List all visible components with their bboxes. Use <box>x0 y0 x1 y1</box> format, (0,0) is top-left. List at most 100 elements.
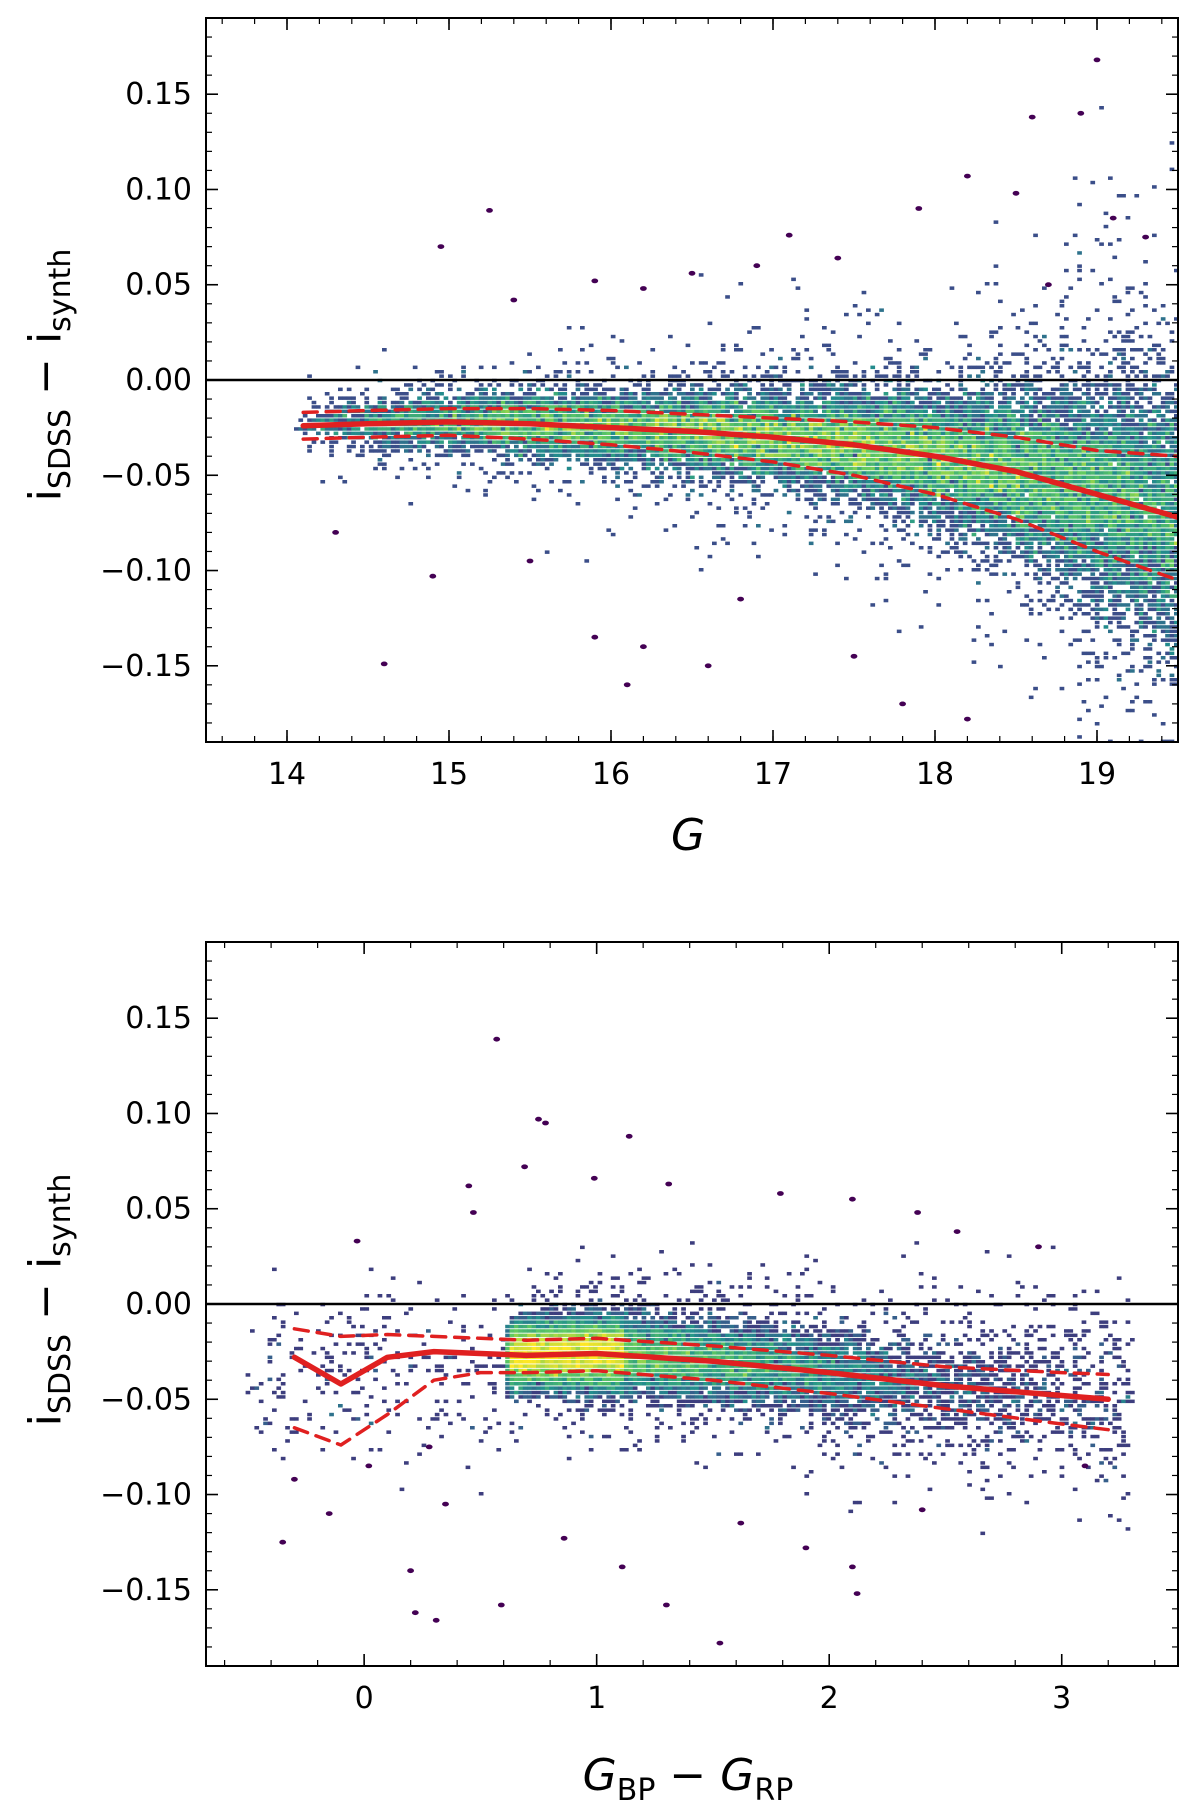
density-bin <box>976 400 981 405</box>
density-bin <box>386 414 392 418</box>
density-bin <box>936 422 942 427</box>
density-bin <box>1165 427 1170 431</box>
density-bin <box>1090 396 1096 400</box>
density-bin <box>668 475 673 480</box>
density-bin <box>923 444 928 449</box>
density-bin <box>1006 532 1012 537</box>
density-bin <box>1086 431 1091 436</box>
density-bin <box>874 374 880 378</box>
density-bin <box>1165 471 1170 475</box>
density-bin <box>707 396 713 400</box>
density-bin <box>1055 466 1060 471</box>
density-bin <box>874 458 880 462</box>
density-bin <box>540 396 546 400</box>
density-bin <box>927 475 933 480</box>
density-bin <box>514 400 519 405</box>
density-bin <box>580 414 585 418</box>
density-bin <box>1068 515 1074 519</box>
density-bin <box>760 400 766 405</box>
density-bin <box>1024 431 1030 436</box>
density-bin <box>976 436 981 440</box>
density-bin <box>597 400 603 405</box>
density-bin <box>822 396 827 400</box>
density-bin <box>1006 387 1012 392</box>
density-bin <box>892 422 898 427</box>
density-bin <box>602 440 607 444</box>
density-bin <box>1116 488 1122 493</box>
density-bin <box>566 453 572 458</box>
density-bin <box>703 449 708 453</box>
density-bin <box>1072 233 1078 238</box>
density-bin <box>822 326 827 330</box>
density-bin <box>804 392 810 396</box>
density-bin <box>421 431 427 436</box>
density-bin <box>949 466 955 471</box>
density-bin <box>844 396 849 400</box>
density-bin <box>1143 493 1148 497</box>
density-bin <box>1125 484 1131 488</box>
density-bin <box>470 400 475 405</box>
density-bin <box>1116 414 1122 418</box>
density-bin <box>804 400 810 405</box>
density-bin <box>461 444 466 449</box>
density-bin <box>905 409 911 414</box>
density-bin <box>839 431 845 436</box>
density-bin <box>1050 356 1056 361</box>
density-bin <box>1042 414 1047 418</box>
density-bin <box>976 466 981 471</box>
density-bin <box>1086 528 1091 532</box>
density-bin <box>1112 405 1118 409</box>
density-bin <box>839 422 845 427</box>
density-bin <box>377 458 383 462</box>
density-bin <box>1156 361 1162 365</box>
density-bin <box>540 453 546 458</box>
density-bin <box>1121 400 1126 405</box>
density-bin <box>1090 414 1096 418</box>
density-bin <box>1028 458 1034 462</box>
density-bin <box>927 528 933 532</box>
density-bin <box>1046 444 1052 449</box>
density-bin <box>760 392 766 396</box>
density-bin <box>1011 352 1016 356</box>
density-bin <box>742 444 748 449</box>
density-bin <box>874 466 880 471</box>
density-bin <box>456 449 462 453</box>
density-bin <box>1077 484 1082 488</box>
density-bin <box>826 392 832 396</box>
density-bin <box>619 444 625 449</box>
density-bin <box>936 458 942 462</box>
density-bin <box>712 444 717 449</box>
density-bin <box>945 480 950 484</box>
density-bin <box>852 422 858 427</box>
density-bin <box>496 431 502 436</box>
density-bin <box>892 414 898 418</box>
density-bin <box>861 418 867 422</box>
density-bin <box>1125 405 1131 409</box>
density-bin <box>896 361 902 365</box>
density-bin <box>399 392 405 396</box>
density-bin <box>654 392 660 396</box>
density-bin <box>940 524 946 528</box>
density-bin <box>980 449 986 453</box>
density-bin <box>874 427 880 431</box>
density-bin <box>945 409 950 414</box>
density-bin <box>830 405 836 409</box>
density-bin <box>914 431 920 436</box>
density-bin <box>1042 510 1047 515</box>
density-bin <box>1081 515 1087 519</box>
density-bin <box>681 400 686 405</box>
density-bin <box>646 414 651 418</box>
density-bin <box>791 440 796 444</box>
density-bin <box>1138 528 1144 532</box>
density-bin <box>800 418 805 422</box>
density-bin <box>980 422 986 427</box>
density-bin <box>786 510 792 515</box>
density-bin <box>764 431 770 436</box>
density-bin <box>1116 422 1122 427</box>
density-bin <box>663 418 669 422</box>
density-bin <box>883 414 889 418</box>
density-bin <box>1103 431 1109 436</box>
density-bin <box>619 392 625 396</box>
density-bin <box>1108 524 1113 528</box>
density-bin <box>1055 484 1060 488</box>
